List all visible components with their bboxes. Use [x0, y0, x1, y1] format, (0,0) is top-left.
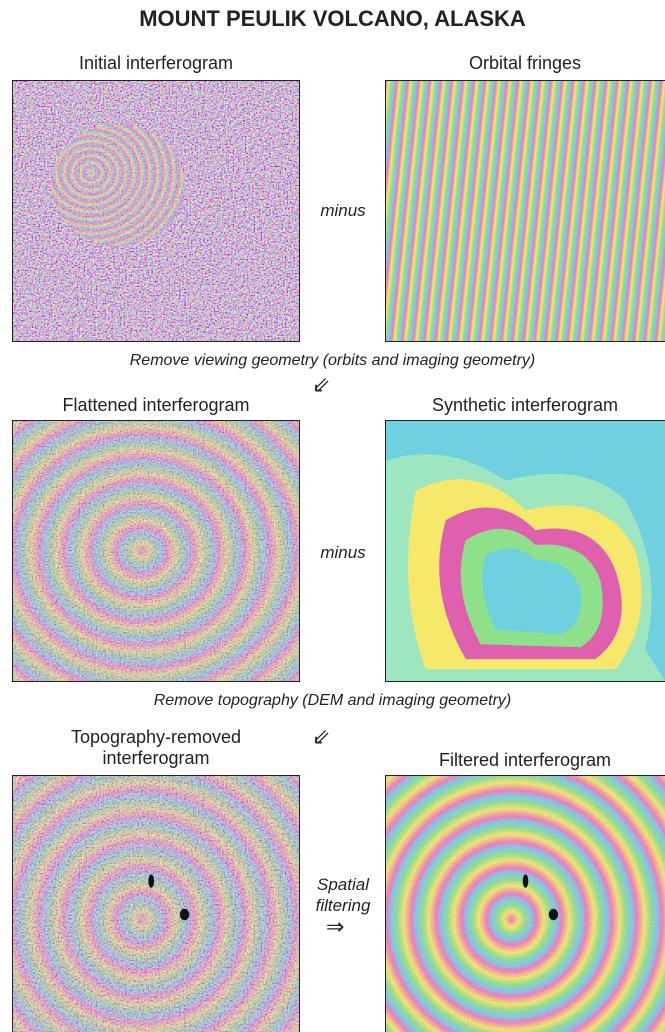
panel-label: Orbital fringes: [385, 53, 665, 74]
panel-label: Flattened interferogram: [12, 395, 300, 416]
operator: minus: [301, 200, 385, 221]
panel-label: Synthetic interferogram: [385, 395, 665, 416]
orbital-fringes: [385, 80, 665, 342]
panel-label: Initial interferogram: [12, 53, 300, 74]
initial-interferogram: [12, 80, 300, 342]
synthetic-interferogram: [385, 420, 665, 682]
flattened-interferogram: [12, 420, 300, 682]
arrow: ⇙: [312, 372, 330, 398]
topography-removed-interferogram: [12, 775, 300, 1032]
arrow: ⇒: [326, 914, 344, 940]
operator: Spatial filtering: [301, 874, 385, 916]
arrow: ⇙: [312, 724, 330, 750]
caption: Remove topography (DEM and imaging geome…: [0, 692, 665, 710]
figure-title: MOUNT PEULIK VOLCANO, ALASKA: [0, 6, 665, 32]
filtered-interferogram: [385, 775, 665, 1032]
caption: Remove viewing geometry (orbits and imag…: [0, 352, 665, 370]
figure: MOUNT PEULIK VOLCANO, ALASKA Initial int…: [0, 0, 665, 1032]
operator: minus: [301, 542, 385, 563]
panel-label: Filtered interferogram: [385, 750, 665, 771]
panel-label: Topography-removed interferogram: [12, 727, 300, 769]
panel-label-text: Topography-removed interferogram: [41, 727, 271, 769]
